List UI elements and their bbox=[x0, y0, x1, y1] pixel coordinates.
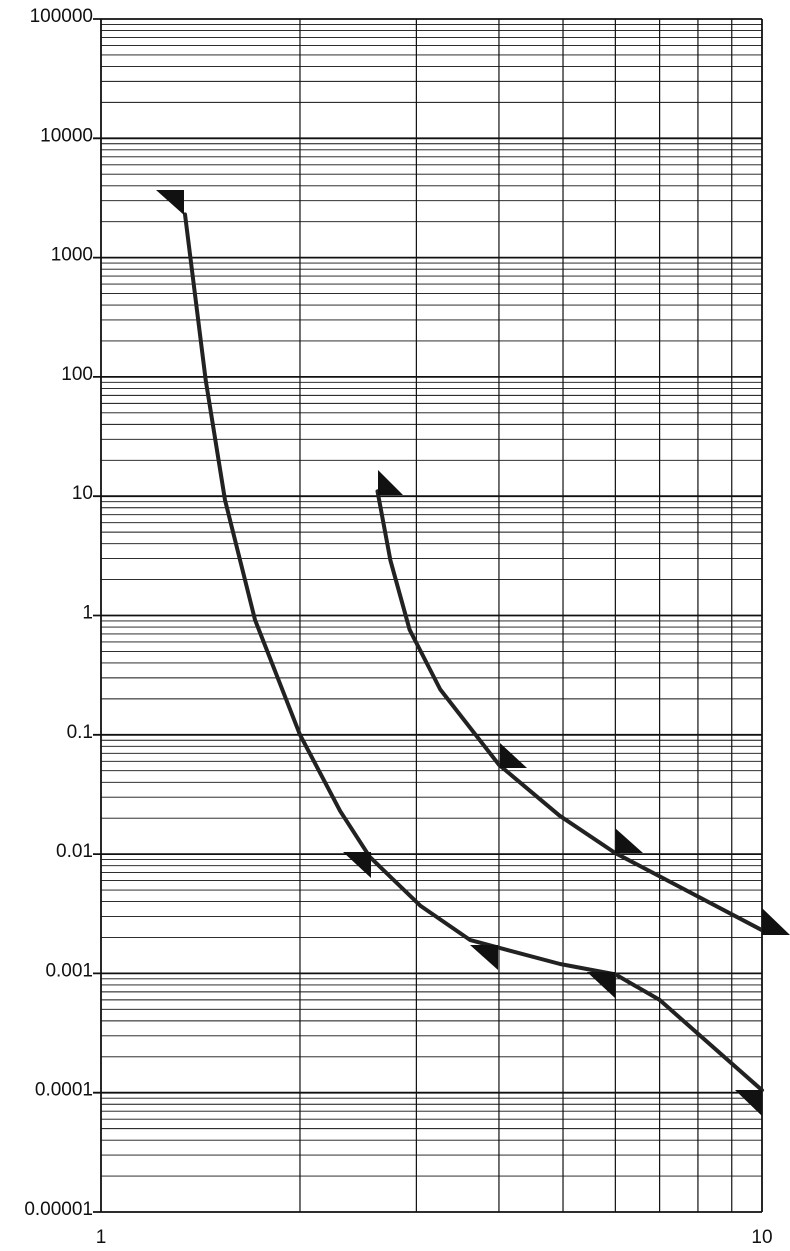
marker bbox=[343, 852, 371, 878]
marker bbox=[470, 945, 498, 970]
y-tick-label: 1 bbox=[82, 603, 93, 624]
y-tick-label: 1000 bbox=[51, 245, 93, 266]
y-tick-label: 0.00001 bbox=[24, 1199, 93, 1220]
marker bbox=[762, 908, 790, 935]
marker bbox=[378, 470, 403, 495]
y-tick-label: 0.001 bbox=[45, 960, 93, 981]
y-tick-label: 10 bbox=[72, 483, 93, 504]
y-tick-label: 100000 bbox=[30, 6, 93, 27]
grid bbox=[93, 18, 763, 1213]
series-line bbox=[375, 489, 764, 933]
y-tick-label: 0.0001 bbox=[35, 1080, 93, 1101]
marker bbox=[500, 743, 527, 768]
y-tick-label: 0.01 bbox=[56, 841, 93, 862]
x-tick-label: 10 bbox=[751, 1227, 772, 1248]
marker bbox=[156, 190, 184, 215]
y-tick-label: 10000 bbox=[40, 125, 93, 146]
marker bbox=[735, 1090, 762, 1116]
x-tick-label: 1 bbox=[96, 1227, 107, 1248]
marker bbox=[587, 972, 615, 998]
lines bbox=[183, 212, 764, 1093]
markers bbox=[156, 190, 790, 1116]
series-line bbox=[183, 212, 764, 1093]
y-tick-label: 100 bbox=[61, 364, 93, 385]
marker bbox=[615, 828, 643, 853]
y-tick-label: 0.1 bbox=[67, 722, 93, 743]
